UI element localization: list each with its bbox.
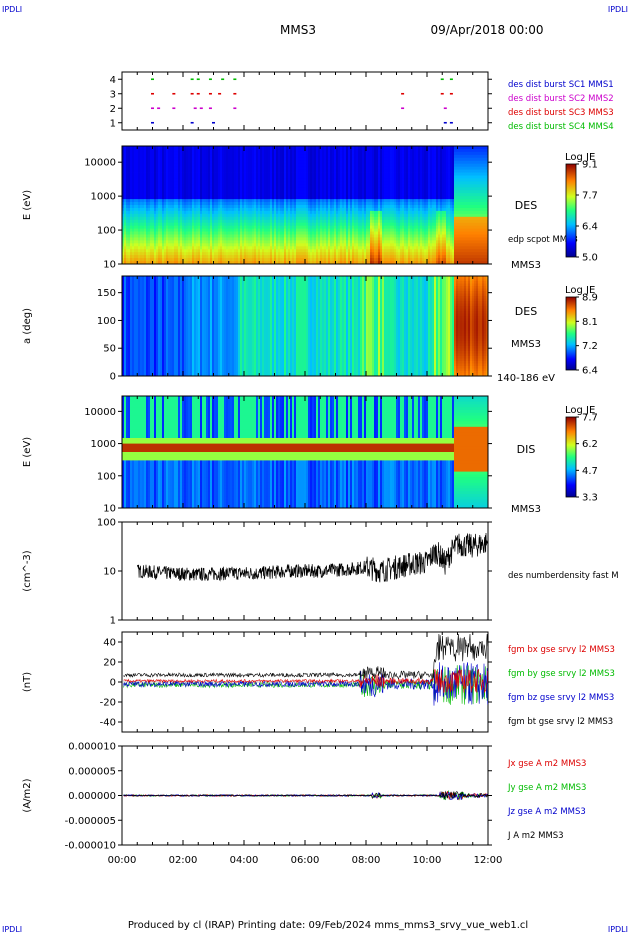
burst-legend-1: des dist burst SC1 MMS1 (508, 80, 614, 90)
burst-tick-label: 3 (110, 89, 116, 100)
burst-mark (441, 93, 444, 95)
burst-mark (233, 93, 236, 95)
burst-mark (450, 122, 453, 124)
burst-tick-label: 1 (110, 118, 116, 129)
burst-mark (191, 93, 194, 95)
burst-mark (194, 107, 197, 109)
burst-panel: 4 3 2 1 des dist burst SC1 MMS1 des dist burs… (110, 72, 614, 132)
burst-mark (191, 122, 194, 124)
burst-mark (221, 78, 224, 80)
burst-mark (209, 93, 212, 95)
burst-mark (218, 93, 221, 95)
burst-mark (200, 107, 203, 109)
corner-label-top-right: IPDLI (608, 5, 628, 14)
burst-mark (197, 93, 200, 95)
burst-mark (450, 78, 453, 80)
plot-frame (122, 72, 488, 130)
burst-tick-label: 4 (110, 75, 116, 86)
burst-mark (172, 93, 175, 95)
burst-mark (444, 122, 447, 124)
burst-legend-3: des dist burst SC3 MMS3 (508, 108, 614, 118)
burst-mark (172, 107, 175, 109)
burst-mark (151, 107, 154, 109)
date-title: 09/Apr/2018 00:00 (430, 23, 543, 37)
corner-label-top-left: IPDLI (2, 5, 22, 14)
burst-mark (151, 122, 154, 124)
burst-mark (450, 93, 453, 95)
footer-credit: Produced by cl (IRAP) Printing date: 09/… (128, 920, 528, 931)
burst-mark (233, 78, 236, 80)
burst-mark (441, 78, 444, 80)
corner-label-bottom-left: IPDLI (2, 925, 22, 934)
burst-mark (444, 107, 447, 109)
burst-legend-2: des dist burst SC2 MMS2 (508, 94, 614, 104)
burst-mark (233, 107, 236, 109)
burst-mark (401, 93, 404, 95)
burst-mark (157, 107, 160, 109)
burst-mark (191, 78, 194, 80)
corner-label-bottom-right: IPDLI (608, 925, 628, 934)
burst-mark (212, 122, 215, 124)
burst-legend-4: des dist burst SC4 MMS4 (508, 122, 614, 132)
spacecraft-title: MMS3 (280, 23, 316, 37)
burst-mark (151, 93, 154, 95)
burst-tick-label: 2 (110, 104, 116, 115)
burst-mark (401, 107, 404, 109)
burst-mark (209, 107, 212, 109)
burst-mark (197, 78, 200, 80)
burst-mark (209, 78, 212, 80)
burst-mark (151, 78, 154, 80)
